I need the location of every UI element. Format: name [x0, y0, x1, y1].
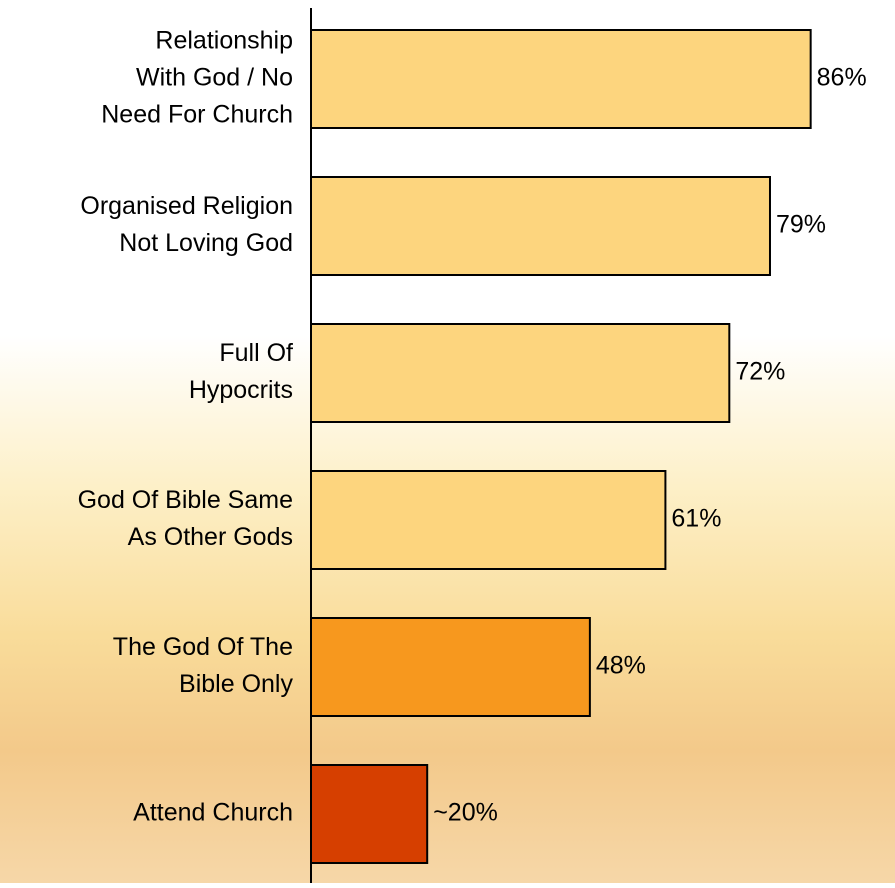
value-label: 61%: [671, 505, 721, 533]
category-label: Bible Only: [179, 670, 293, 698]
bar: [310, 470, 667, 570]
category-label: With God / No: [136, 64, 293, 92]
category-label: Attend Church: [133, 799, 293, 827]
category-label: Need For Church: [101, 101, 293, 129]
category-label: God Of Bible Same: [78, 486, 293, 514]
category-label: Not Loving God: [119, 229, 293, 257]
category-label: Relationship: [155, 27, 293, 55]
value-label: ~20%: [433, 799, 498, 827]
value-label: 72%: [735, 358, 785, 386]
category-label: Hypocrits: [189, 376, 293, 404]
value-label: 79%: [776, 211, 826, 239]
bar: [310, 617, 591, 717]
bar: [310, 323, 731, 423]
category-label: As Other Gods: [128, 523, 293, 551]
category-label: The God Of The: [113, 633, 293, 661]
bar: [310, 29, 812, 129]
category-label: Full Of: [219, 339, 293, 367]
bar: [310, 764, 429, 864]
value-label: 86%: [817, 64, 867, 92]
category-label: Organised Religion: [80, 192, 293, 220]
value-label: 48%: [596, 652, 646, 680]
bar: [310, 176, 771, 276]
